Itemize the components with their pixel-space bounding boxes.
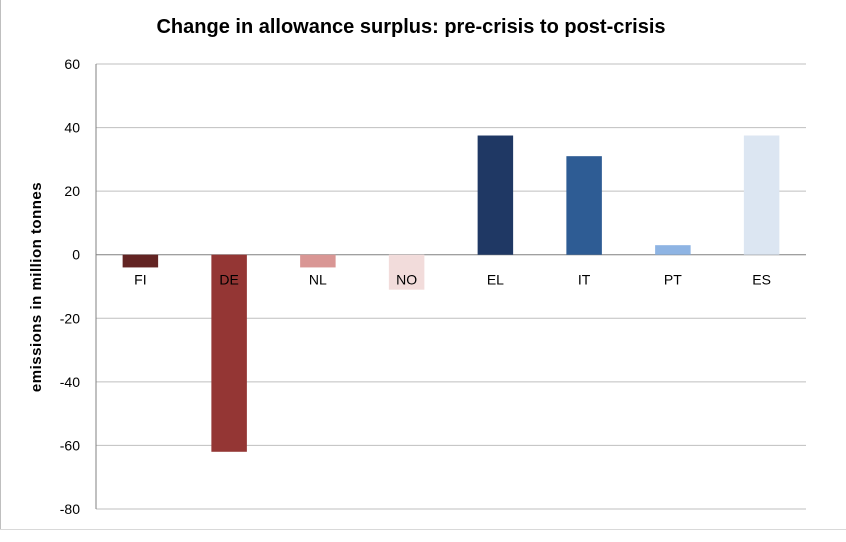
chart-title: Change in allowance surplus: pre-crisis … — [156, 16, 665, 38]
y-tick-label: -40 — [60, 374, 80, 390]
category-label-it: IT — [578, 272, 591, 288]
category-label-es: ES — [752, 272, 771, 288]
y-tick-labels: 60 40 20 0 -20 -40 -60 -80 — [60, 56, 80, 517]
category-label-fi: FI — [134, 272, 146, 288]
category-label-pt: PT — [664, 272, 682, 288]
bar-no — [388, 254, 425, 290]
category-label-el: EL — [487, 272, 504, 288]
y-tick-label: -20 — [60, 310, 80, 326]
y-axis-label: emissions in million tonnes — [28, 182, 45, 392]
bar-it — [566, 156, 602, 255]
bar-nl — [300, 254, 336, 268]
category-labels: FI DE NL NO EL IT PT ES — [134, 272, 771, 288]
bar-fi — [122, 254, 159, 268]
category-label-de: DE — [219, 272, 238, 288]
bar-pt — [655, 245, 691, 255]
bar-es — [743, 135, 780, 255]
bar-el — [477, 135, 514, 255]
bars — [122, 135, 780, 452]
gridlines — [96, 63, 806, 510]
bar-de — [211, 254, 247, 452]
frame-left-edge — [0, 0, 1, 530]
frame-bottom-edge — [0, 529, 846, 530]
y-tick-label: 0 — [72, 247, 80, 263]
y-tick-label: 20 — [64, 183, 80, 199]
y-tick-label: -60 — [60, 437, 80, 453]
category-label-no: NO — [396, 272, 417, 288]
y-tick-label: 60 — [64, 56, 80, 72]
y-tick-label: 40 — [64, 120, 80, 136]
y-tick-label: -80 — [60, 501, 80, 517]
category-label-nl: NL — [309, 272, 327, 288]
